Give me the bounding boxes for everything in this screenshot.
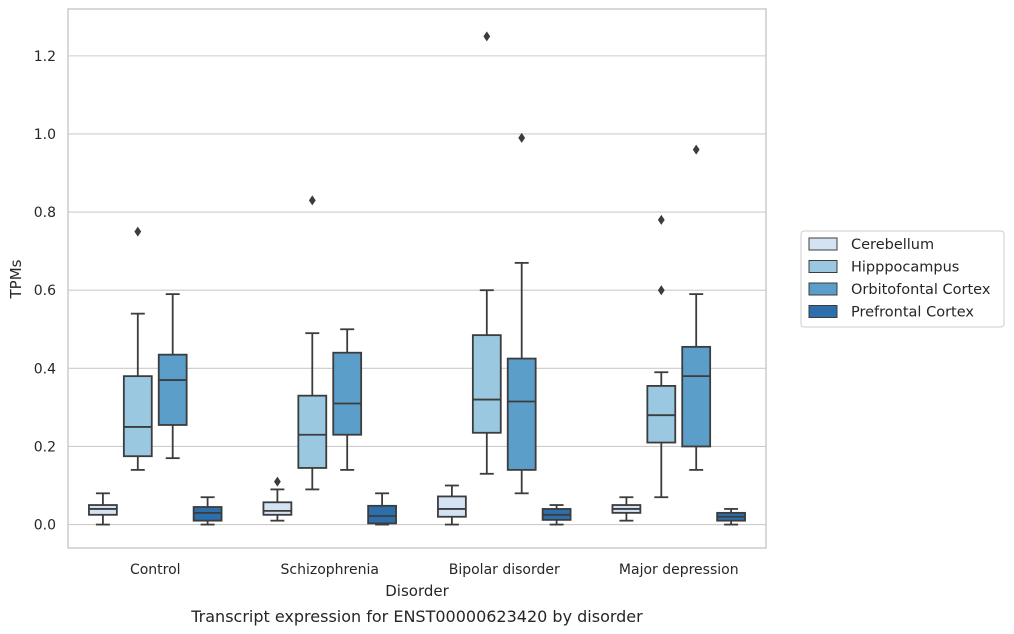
box-schizophrenia-cerebellum bbox=[262, 476, 293, 522]
box-major-depression-cerebellum bbox=[611, 496, 642, 522]
y-tick-label: 0.2 bbox=[34, 439, 56, 455]
outlier-point bbox=[692, 144, 700, 155]
box-iqr bbox=[122, 375, 153, 458]
y-tick-label: 0.4 bbox=[34, 361, 56, 377]
box-bipolar-disorder-hipppocampus bbox=[471, 31, 502, 475]
box-iqr bbox=[681, 345, 712, 448]
outlier-point bbox=[274, 476, 281, 487]
box-iqr bbox=[506, 357, 537, 471]
x-tick-label: Schizophrenia bbox=[281, 562, 379, 578]
legend-label: Hipppocampus bbox=[851, 260, 959, 276]
legend: Cerebellum Hipppocampus Orbitofontal Corte… bbox=[800, 230, 1005, 328]
outlier-point bbox=[483, 31, 491, 42]
outlier-point bbox=[657, 214, 665, 225]
box-control-orbitofontal-cortex bbox=[157, 293, 188, 460]
box-iqr bbox=[157, 353, 188, 426]
box-iqr bbox=[437, 495, 467, 518]
legend-swatch bbox=[808, 305, 838, 318]
y-axis-ticks: 0.0 0.2 0.4 0.6 0.8 1.0 1.2 bbox=[34, 49, 56, 534]
legend-item-orbitofontal-cortex: Orbitofontal Cortex bbox=[808, 282, 991, 298]
box-schizophrenia-orbitofontal-cortex bbox=[332, 328, 363, 471]
box-control-cerebellum bbox=[88, 492, 118, 526]
box-bipolar-disorder-cerebellum bbox=[437, 484, 467, 526]
y-tick-label: 0.0 bbox=[34, 518, 56, 534]
y-axis-label: TPMs bbox=[7, 259, 25, 299]
box-control-hipppocampus bbox=[122, 226, 153, 471]
box-control-prefrontal-cortex bbox=[192, 496, 223, 526]
outlier-point bbox=[518, 132, 526, 143]
legend-frame bbox=[800, 230, 1005, 328]
box-iqr bbox=[367, 504, 397, 525]
outlier-point bbox=[657, 285, 665, 296]
box-iqr bbox=[297, 394, 328, 469]
x-axis-ticks: Control Schizophrenia Bipolar disorder Majo… bbox=[130, 562, 739, 578]
x-tick-label: Bipolar disorder bbox=[449, 562, 560, 578]
x-tick-label: Major depression bbox=[619, 562, 739, 578]
box-major-depression-hipppocampus bbox=[646, 214, 677, 499]
legend-swatch bbox=[808, 282, 838, 296]
figure-caption: Transcript expression for ENST0000062342… bbox=[190, 607, 643, 626]
box-bipolar-disorder-prefrontal-cortex bbox=[541, 504, 572, 526]
box-iqr bbox=[471, 334, 502, 434]
box-iqr bbox=[88, 504, 118, 516]
legend-swatch bbox=[808, 260, 838, 273]
outlier-point bbox=[134, 226, 142, 237]
x-tick-label: Control bbox=[130, 562, 181, 578]
legend-label: Cerebellum bbox=[851, 237, 934, 253]
x-axis-label: Disorder bbox=[385, 582, 449, 600]
box-major-depression-prefrontal-cortex bbox=[716, 508, 746, 526]
plot-frame bbox=[67, 8, 767, 549]
legend-item-hipppocampus: Hipppocampus bbox=[808, 260, 959, 276]
y-tick-label: 1.0 bbox=[34, 127, 56, 143]
legend-label: Prefrontal Cortex bbox=[851, 305, 974, 321]
box-major-depression-orbitofontal-cortex bbox=[681, 144, 712, 471]
y-tick-label: 0.6 bbox=[34, 283, 56, 299]
y-tick-label: 0.8 bbox=[34, 205, 56, 221]
legend-label: Orbitofontal Cortex bbox=[851, 282, 991, 298]
legend-item-cerebellum: Cerebellum bbox=[808, 237, 934, 253]
legend-swatch bbox=[808, 237, 838, 251]
box-iqr bbox=[192, 506, 223, 522]
box-schizophrenia-hipppocampus bbox=[297, 195, 328, 491]
legend-item-prefrontal-cortex: Prefrontal Cortex bbox=[808, 305, 974, 321]
box-iqr bbox=[646, 385, 677, 444]
outlier-point bbox=[308, 195, 316, 206]
box-iqr bbox=[262, 501, 293, 516]
plot-marks bbox=[88, 31, 746, 526]
y-tick-label: 1.2 bbox=[34, 49, 56, 65]
box-schizophrenia-prefrontal-cortex bbox=[367, 492, 397, 526]
box-iqr bbox=[332, 351, 363, 436]
box-bipolar-disorder-orbitofontal-cortex bbox=[506, 132, 537, 495]
